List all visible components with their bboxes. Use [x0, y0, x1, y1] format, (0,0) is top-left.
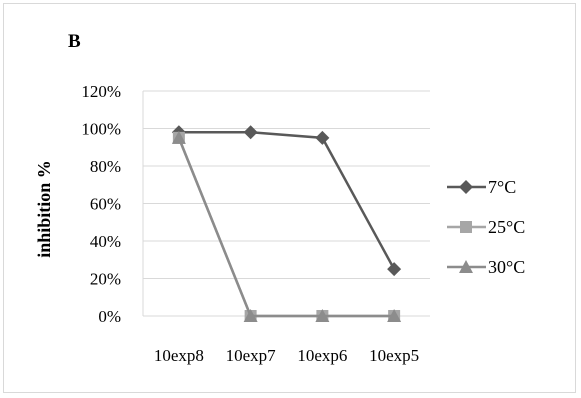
gridlines	[142, 90, 430, 317]
x-tick-label: 10exp6	[297, 346, 347, 365]
panel-label: B	[68, 31, 81, 52]
data-point	[243, 125, 258, 140]
y-tick-label: 100%	[81, 120, 121, 139]
legend-label: 7°C	[488, 177, 516, 197]
legend-label: 25°C	[488, 217, 525, 237]
y-tick-label: 80%	[90, 157, 121, 176]
legend-item: 7°C	[447, 177, 516, 197]
y-tick-label: 40%	[90, 232, 121, 251]
y-tick-label: 20%	[90, 270, 121, 289]
legend-label: 30°C	[488, 257, 525, 277]
legend-marker	[460, 221, 472, 233]
x-tick-label: 10exp8	[154, 346, 204, 365]
data-point	[243, 309, 258, 322]
series-triangle	[171, 130, 402, 322]
legend-item: 25°C	[447, 217, 525, 237]
y-tick-label: 0%	[98, 307, 121, 326]
data-point	[171, 130, 186, 144]
series-square	[172, 131, 401, 322]
series-line	[178, 131, 396, 270]
legend-marker	[459, 260, 473, 273]
data-point	[387, 262, 402, 277]
legend-marker	[459, 180, 473, 194]
x-tick-label: 10exp7	[226, 346, 277, 365]
series-diamond	[171, 125, 402, 277]
series-line	[177, 137, 395, 318]
x-tick-label: 10exp5	[369, 346, 419, 365]
legend-item: 30°C	[447, 257, 525, 277]
data-point	[315, 130, 330, 145]
legend: 7°C 25°C 30°C	[447, 177, 525, 277]
series-lines	[171, 125, 402, 322]
data-point	[387, 309, 402, 322]
y-axis-label: inhibition %	[34, 160, 54, 258]
y-tick-label: 60%	[90, 195, 121, 214]
y-tick-labels: 0% 20% 40% 60% 80% 100% 120%	[81, 82, 121, 326]
series-line	[177, 137, 395, 318]
y-tick-label: 120%	[81, 82, 121, 101]
chart-frame	[3, 3, 576, 393]
x-tick-labels: 10exp8 10exp7 10exp6 10exp5	[154, 346, 419, 365]
data-point	[315, 309, 330, 322]
